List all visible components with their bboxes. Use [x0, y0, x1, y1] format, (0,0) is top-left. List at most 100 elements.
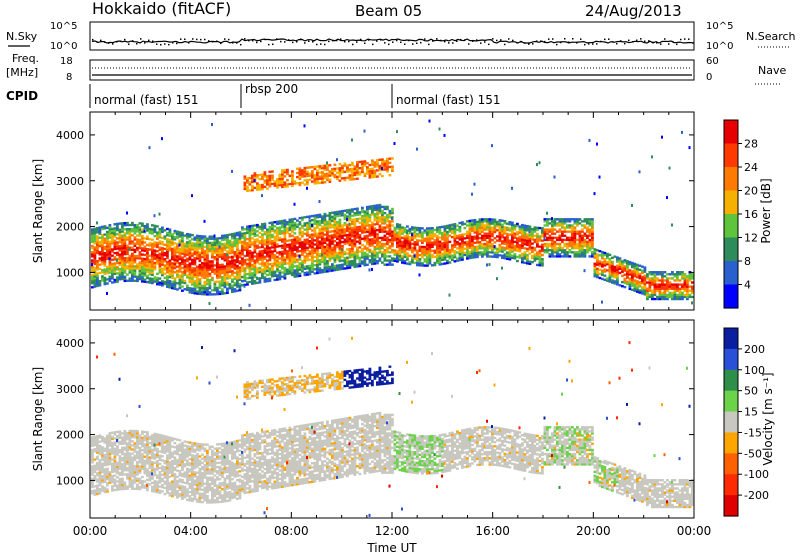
- echo-cell: [574, 237, 577, 239]
- echo-cell: [496, 229, 499, 231]
- echo-speckle: [161, 137, 163, 140]
- echo-cell: [461, 248, 464, 250]
- echo-cell: [494, 225, 497, 227]
- echo-cell: [569, 241, 572, 243]
- echo-cell: [539, 252, 542, 254]
- echo-cell: [599, 250, 602, 252]
- echo-cell: [306, 222, 309, 224]
- echo-cell: [329, 231, 332, 233]
- echo-cell: [131, 269, 134, 271]
- echo-cell: [239, 252, 242, 254]
- echo-cell: [364, 264, 367, 266]
- echo-cell: [469, 220, 472, 222]
- echo-cell: [231, 291, 234, 293]
- echo-cell: [171, 250, 174, 252]
- echo-cell: [566, 251, 569, 253]
- echo-cell: [351, 172, 354, 174]
- echo-cell: [506, 251, 509, 253]
- echo-cell: [159, 249, 162, 251]
- echo-cell: [401, 226, 404, 228]
- echo-cell: [421, 250, 424, 252]
- echo-cell: [206, 242, 209, 244]
- echo-cell: [226, 265, 229, 267]
- echo-cell: [239, 279, 242, 281]
- cpid-label: CPID: [6, 89, 38, 103]
- echo-cell: [474, 227, 477, 229]
- echo-cell: [296, 172, 299, 174]
- echo-cell: [639, 285, 642, 287]
- echo-cell: [281, 232, 284, 234]
- echo-cell: [379, 159, 382, 161]
- echo-cell: [671, 288, 674, 290]
- echo-cell: [294, 269, 297, 271]
- echo-cell: [146, 262, 149, 264]
- nsearch-dot: [420, 42, 422, 44]
- echo-cell: [216, 246, 219, 248]
- echo-cell: [516, 260, 519, 262]
- echo-cell: [691, 281, 694, 283]
- echo-speckle: [691, 301, 693, 304]
- echo-cell: [266, 249, 269, 251]
- echo-cell: [141, 235, 144, 237]
- echo-cell: [686, 275, 689, 277]
- echo-cell: [134, 230, 137, 232]
- echo-cell: [371, 209, 374, 211]
- echo-cell: [569, 237, 572, 239]
- echo-cell: [244, 255, 247, 257]
- echo-cell: [654, 283, 657, 285]
- echo-cell: [286, 244, 289, 246]
- echo-cell: [286, 171, 289, 173]
- echo-cell: [286, 256, 289, 258]
- echo-cell: [366, 206, 369, 208]
- echo-cell: [291, 272, 294, 274]
- echo-cell: [194, 288, 197, 290]
- echo-cell: [634, 271, 637, 273]
- echo-cell: [126, 261, 129, 263]
- echo-cell: [261, 227, 264, 229]
- echo-cell: [111, 248, 114, 250]
- echo-cell: [256, 238, 259, 240]
- echo-cell: [169, 284, 172, 286]
- echo-cell: [164, 248, 167, 250]
- echo-cell: [306, 181, 309, 183]
- echo-cell: [436, 262, 439, 264]
- echo-cell: [621, 266, 624, 268]
- echo-cell: [226, 271, 229, 273]
- echo-cell: [499, 254, 502, 256]
- echo-cell: [271, 244, 274, 246]
- echo-cell: [271, 265, 274, 267]
- nsearch-dot: [648, 40, 650, 42]
- echo-cell: [94, 230, 97, 232]
- echo-cell: [636, 266, 639, 268]
- echo-cell: [669, 292, 672, 294]
- echo-cell: [354, 212, 357, 214]
- echo-cell: [234, 282, 237, 284]
- echo-cell: [244, 240, 247, 242]
- echo-speckle: [114, 232, 116, 235]
- echo-cell: [116, 254, 119, 256]
- echo-cell: [104, 254, 107, 256]
- echo-cell: [151, 261, 154, 263]
- echo-cell: [124, 251, 127, 253]
- echo-cell: [496, 225, 499, 227]
- echo-cell: [254, 261, 257, 263]
- echo-cell: [264, 227, 267, 229]
- echo-cell: [496, 254, 499, 256]
- echo-cell: [164, 260, 167, 262]
- echo-cell: [139, 257, 142, 259]
- echo-cell: [434, 252, 437, 254]
- echo-cell: [359, 167, 362, 169]
- echo-cell: [409, 246, 412, 248]
- echo-cell: [374, 176, 377, 178]
- echo-cell: [459, 245, 462, 247]
- echo-cell: [269, 278, 272, 280]
- echo-cell: [356, 169, 359, 171]
- echo-cell: [496, 250, 499, 252]
- echo-cell: [269, 185, 272, 187]
- echo-cell: [161, 284, 164, 286]
- echo-speckle: [394, 142, 396, 145]
- echo-cell: [606, 253, 609, 255]
- echo-cell: [266, 247, 269, 249]
- echo-cell: [436, 255, 439, 257]
- echo-cell: [259, 236, 262, 238]
